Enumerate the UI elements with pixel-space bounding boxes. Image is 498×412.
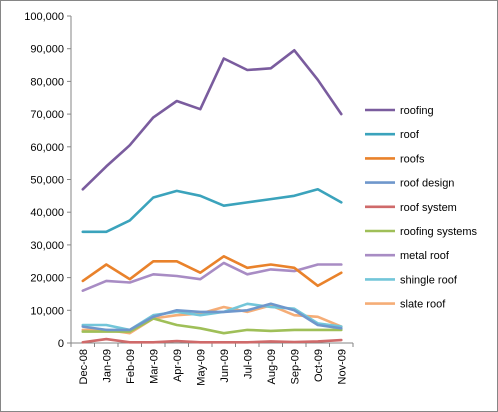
x-tick-label: Sep-09	[289, 349, 301, 384]
x-tick-label: Mar-09	[148, 349, 160, 384]
y-tick-label: 40,000	[30, 207, 64, 219]
legend-label: slate roof	[400, 299, 446, 311]
legend-label: roofing	[400, 105, 434, 117]
y-tick-label: 50,000	[30, 175, 64, 187]
series-line-roofing-systems	[81, 317, 343, 335]
y-tick-label: 70,000	[30, 109, 64, 121]
legend-label: shingle roof	[400, 274, 458, 286]
x-axis: Dec-08 Jan-09 Feb-09 Mar-09 Apr-09 May-09 Jun-…	[70, 342, 354, 386]
legend: roofing roof roofs roof design roof system ro…	[365, 105, 478, 311]
y-tick-label: 100,000	[24, 11, 64, 23]
series-line-metal-roof	[81, 261, 343, 292]
series-line-roofing	[81, 49, 343, 191]
y-tick-label: 20,000	[30, 273, 64, 285]
y-axis: 0 10,000 20,000 30,000 40,000 50,000 60,000 70,…	[24, 11, 72, 350]
y-tick-label: 0	[58, 338, 64, 350]
series-line-roof-system	[81, 337, 343, 344]
series-line-roofs	[81, 255, 343, 288]
x-tick-label: Jan-09	[101, 349, 113, 383]
x-tick-label: Nov-09	[336, 349, 348, 384]
x-tick-label: Apr-09	[172, 349, 184, 382]
x-tick-label: May-09	[195, 349, 207, 386]
x-tick-label: Jun-09	[219, 349, 231, 383]
legend-label: roof	[400, 129, 420, 141]
x-tick-label: Aug-09	[266, 349, 278, 384]
legend-label: metal roof	[400, 250, 450, 262]
legend-label: roof design	[400, 178, 454, 190]
y-tick-label: 30,000	[30, 240, 64, 252]
x-tick-label: Oct-09	[313, 349, 325, 382]
x-tick-label: Jul-09	[242, 349, 254, 379]
series-line-roof-design	[81, 302, 343, 332]
plot-series	[81, 49, 343, 344]
legend-label: roofing systems	[400, 226, 478, 238]
legend-label: roofs	[400, 153, 425, 165]
series-line-roof	[81, 188, 343, 234]
y-tick-label: 60,000	[30, 142, 64, 154]
y-tick-label: 10,000	[30, 305, 64, 317]
legend-label: roof system	[400, 202, 457, 214]
y-tick-label: 80,000	[30, 76, 64, 88]
x-tick-label: Feb-09	[125, 349, 137, 384]
x-tick-label: Dec-08	[78, 349, 90, 384]
y-tick-label: 90,000	[30, 44, 64, 56]
